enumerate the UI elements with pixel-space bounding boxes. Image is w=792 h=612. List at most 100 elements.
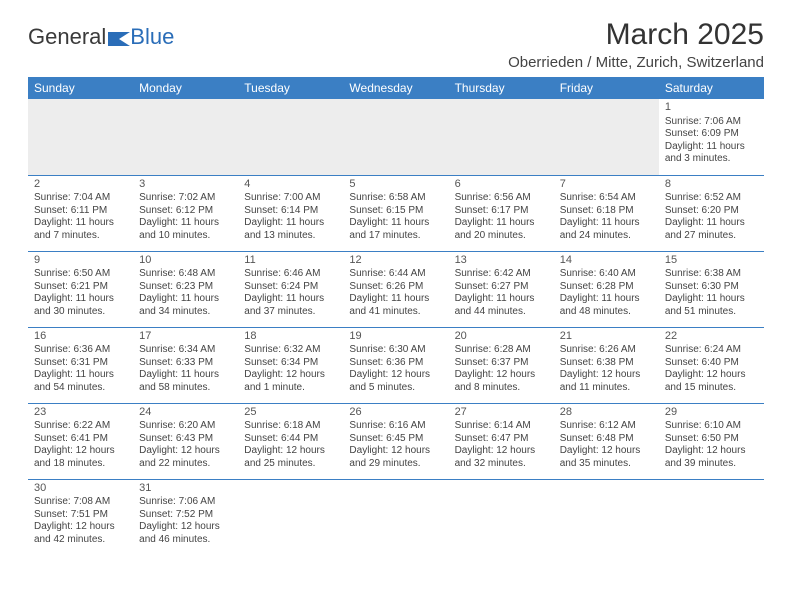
sunset-text: Sunset: 6:27 PM — [455, 281, 548, 294]
daylight-text: Daylight: 11 hours — [139, 369, 232, 382]
daylight-text: Daylight: 12 hours — [244, 445, 337, 458]
daylight-text: and 29 minutes. — [349, 458, 442, 471]
sunrise-text: Sunrise: 6:10 AM — [665, 420, 758, 433]
calendar-cell-empty — [343, 99, 448, 175]
calendar-cell: 12Sunrise: 6:44 AMSunset: 6:26 PMDayligh… — [343, 251, 448, 327]
day-block: 24Sunrise: 6:20 AMSunset: 6:43 PMDayligh… — [139, 406, 232, 471]
daylight-text: Daylight: 12 hours — [665, 369, 758, 382]
day-block: 10Sunrise: 6:48 AMSunset: 6:23 PMDayligh… — [139, 254, 232, 319]
sunset-text: Sunset: 6:30 PM — [665, 281, 758, 294]
day-header: Thursday — [449, 77, 554, 99]
sunset-text: Sunset: 6:24 PM — [244, 281, 337, 294]
daylight-text: and 51 minutes. — [665, 306, 758, 319]
daylight-text: Daylight: 11 hours — [560, 217, 653, 230]
day-number: 3 — [139, 178, 232, 192]
day-block: 30Sunrise: 7:08 AMSunset: 7:51 PMDayligh… — [34, 482, 127, 547]
day-number: 30 — [34, 482, 127, 496]
daylight-text: and 48 minutes. — [560, 306, 653, 319]
daylight-text: and 41 minutes. — [349, 306, 442, 319]
daylight-text: and 39 minutes. — [665, 458, 758, 471]
calendar-cell: 27Sunrise: 6:14 AMSunset: 6:47 PMDayligh… — [449, 403, 554, 479]
day-block: 20Sunrise: 6:28 AMSunset: 6:37 PMDayligh… — [455, 330, 548, 395]
logo-text-2: Blue — [130, 24, 174, 50]
sunrise-text: Sunrise: 6:38 AM — [665, 268, 758, 281]
sunrise-text: Sunrise: 6:26 AM — [560, 344, 653, 357]
sunrise-text: Sunrise: 6:20 AM — [139, 420, 232, 433]
daylight-text: and 54 minutes. — [34, 382, 127, 395]
sunset-text: Sunset: 6:15 PM — [349, 205, 442, 218]
daylight-text: and 5 minutes. — [349, 382, 442, 395]
daylight-text: and 35 minutes. — [560, 458, 653, 471]
sunrise-text: Sunrise: 7:08 AM — [34, 496, 127, 509]
sunset-text: Sunset: 6:17 PM — [455, 205, 548, 218]
daylight-text: and 7 minutes. — [34, 230, 127, 243]
sunset-text: Sunset: 6:21 PM — [34, 281, 127, 294]
sunset-text: Sunset: 6:45 PM — [349, 433, 442, 446]
calendar-row: 2Sunrise: 7:04 AMSunset: 6:11 PMDaylight… — [28, 175, 764, 251]
calendar-cell: 13Sunrise: 6:42 AMSunset: 6:27 PMDayligh… — [449, 251, 554, 327]
daylight-text: Daylight: 11 hours — [349, 293, 442, 306]
sunset-text: Sunset: 6:41 PM — [34, 433, 127, 446]
sunset-text: Sunset: 6:09 PM — [665, 128, 758, 141]
sunset-text: Sunset: 6:34 PM — [244, 357, 337, 370]
calendar-cell-empty — [554, 99, 659, 175]
calendar-cell-empty — [554, 479, 659, 555]
daylight-text: Daylight: 12 hours — [349, 369, 442, 382]
sunset-text: Sunset: 6:48 PM — [560, 433, 653, 446]
daylight-text: Daylight: 11 hours — [560, 293, 653, 306]
day-number: 12 — [349, 254, 442, 268]
calendar-row: 1Sunrise: 7:06 AMSunset: 6:09 PMDaylight… — [28, 99, 764, 175]
daylight-text: Daylight: 11 hours — [139, 217, 232, 230]
logo: General Blue — [28, 18, 174, 50]
day-header: Friday — [554, 77, 659, 99]
sunrise-text: Sunrise: 6:46 AM — [244, 268, 337, 281]
calendar-cell: 17Sunrise: 6:34 AMSunset: 6:33 PMDayligh… — [133, 327, 238, 403]
calendar-cell: 3Sunrise: 7:02 AMSunset: 6:12 PMDaylight… — [133, 175, 238, 251]
daylight-text: Daylight: 12 hours — [349, 445, 442, 458]
day-block: 6Sunrise: 6:56 AMSunset: 6:17 PMDaylight… — [455, 178, 548, 243]
sunset-text: Sunset: 6:20 PM — [665, 205, 758, 218]
daylight-text: and 44 minutes. — [455, 306, 548, 319]
day-number: 21 — [560, 330, 653, 344]
sunrise-text: Sunrise: 7:02 AM — [139, 192, 232, 205]
day-block: 19Sunrise: 6:30 AMSunset: 6:36 PMDayligh… — [349, 330, 442, 395]
day-block: 25Sunrise: 6:18 AMSunset: 6:44 PMDayligh… — [244, 406, 337, 471]
location: Oberrieden / Mitte, Zurich, Switzerland — [508, 54, 764, 71]
daylight-text: and 30 minutes. — [34, 306, 127, 319]
day-block: 2Sunrise: 7:04 AMSunset: 6:11 PMDaylight… — [34, 178, 127, 243]
calendar-cell: 19Sunrise: 6:30 AMSunset: 6:36 PMDayligh… — [343, 327, 448, 403]
daylight-text: Daylight: 11 hours — [665, 293, 758, 306]
day-block: 21Sunrise: 6:26 AMSunset: 6:38 PMDayligh… — [560, 330, 653, 395]
flag-icon — [108, 28, 130, 46]
sunset-text: Sunset: 6:31 PM — [34, 357, 127, 370]
calendar-cell-empty — [238, 479, 343, 555]
day-block: 9Sunrise: 6:50 AMSunset: 6:21 PMDaylight… — [34, 254, 127, 319]
sunrise-text: Sunrise: 6:54 AM — [560, 192, 653, 205]
calendar-cell-empty — [28, 99, 133, 175]
daylight-text: and 34 minutes. — [139, 306, 232, 319]
day-block: 3Sunrise: 7:02 AMSunset: 6:12 PMDaylight… — [139, 178, 232, 243]
day-number: 11 — [244, 254, 337, 268]
day-block: 29Sunrise: 6:10 AMSunset: 6:50 PMDayligh… — [665, 406, 758, 471]
calendar-cell: 30Sunrise: 7:08 AMSunset: 7:51 PMDayligh… — [28, 479, 133, 555]
day-number: 15 — [665, 254, 758, 268]
calendar-cell: 24Sunrise: 6:20 AMSunset: 6:43 PMDayligh… — [133, 403, 238, 479]
daylight-text: Daylight: 12 hours — [139, 521, 232, 534]
day-block: 23Sunrise: 6:22 AMSunset: 6:41 PMDayligh… — [34, 406, 127, 471]
day-block: 27Sunrise: 6:14 AMSunset: 6:47 PMDayligh… — [455, 406, 548, 471]
daylight-text: and 27 minutes. — [665, 230, 758, 243]
sunset-text: Sunset: 6:36 PM — [349, 357, 442, 370]
day-number: 17 — [139, 330, 232, 344]
day-number: 14 — [560, 254, 653, 268]
sunrise-text: Sunrise: 6:18 AM — [244, 420, 337, 433]
calendar-cell: 25Sunrise: 6:18 AMSunset: 6:44 PMDayligh… — [238, 403, 343, 479]
sunrise-text: Sunrise: 6:32 AM — [244, 344, 337, 357]
day-block: 11Sunrise: 6:46 AMSunset: 6:24 PMDayligh… — [244, 254, 337, 319]
sunset-text: Sunset: 6:26 PM — [349, 281, 442, 294]
day-block: 18Sunrise: 6:32 AMSunset: 6:34 PMDayligh… — [244, 330, 337, 395]
day-block: 26Sunrise: 6:16 AMSunset: 6:45 PMDayligh… — [349, 406, 442, 471]
sunrise-text: Sunrise: 6:52 AM — [665, 192, 758, 205]
daylight-text: and 8 minutes. — [455, 382, 548, 395]
day-block: 7Sunrise: 6:54 AMSunset: 6:18 PMDaylight… — [560, 178, 653, 243]
daylight-text: and 58 minutes. — [139, 382, 232, 395]
